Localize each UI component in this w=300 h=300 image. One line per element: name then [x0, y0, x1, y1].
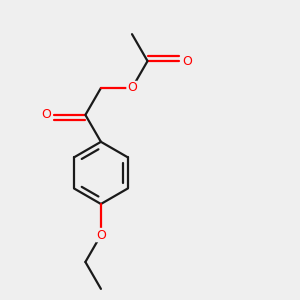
- Text: O: O: [41, 108, 51, 122]
- Text: O: O: [182, 55, 192, 68]
- Text: O: O: [96, 229, 106, 242]
- Text: O: O: [127, 82, 137, 94]
